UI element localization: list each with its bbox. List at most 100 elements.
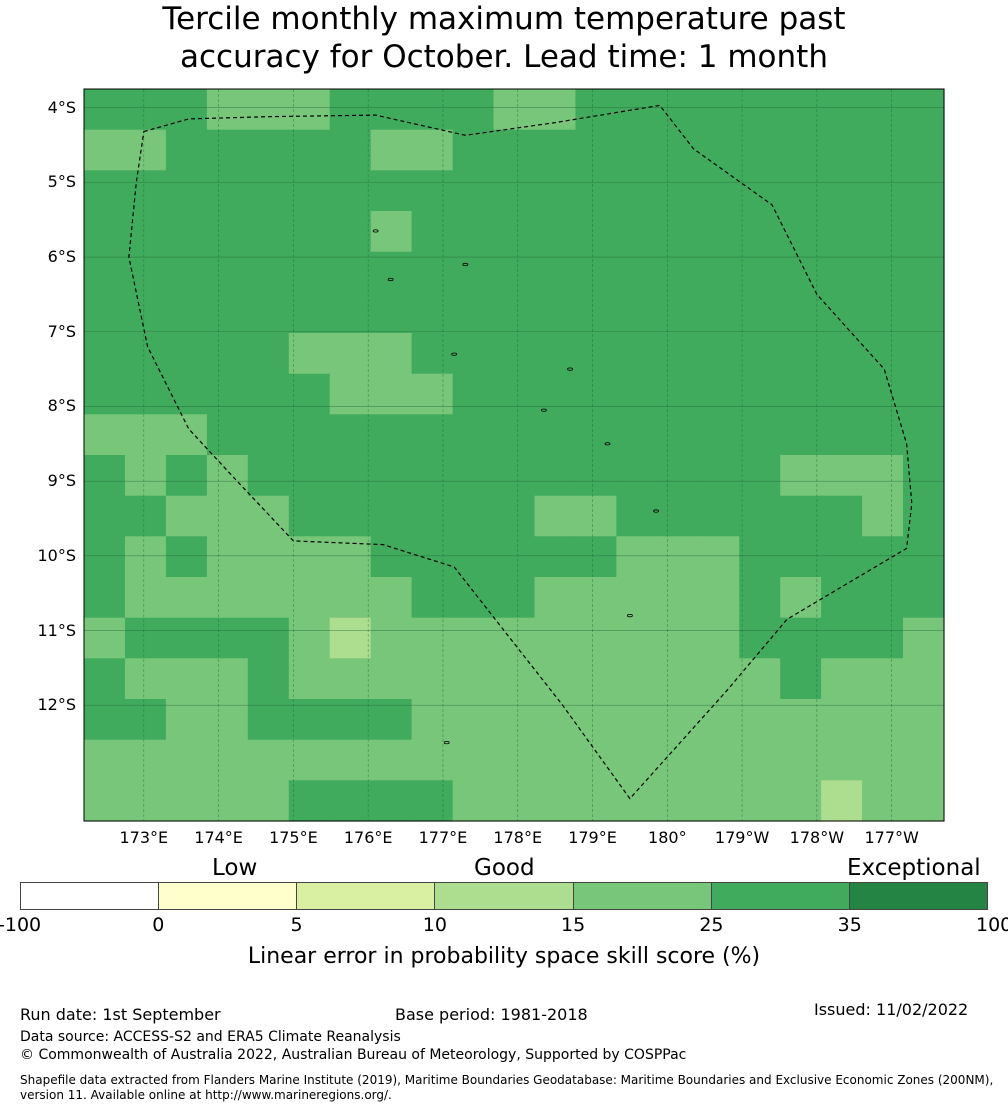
longitude-label: 179°E — [568, 828, 617, 847]
skill-cell — [862, 373, 904, 415]
skill-cell — [84, 333, 126, 375]
skill-cell — [165, 292, 208, 334]
skill-cell — [493, 495, 536, 537]
skill-cell — [616, 699, 658, 741]
skill-cell — [903, 577, 945, 619]
longitude-label: 180° — [648, 828, 687, 847]
skill-cell — [616, 292, 658, 334]
skill-cell — [657, 780, 699, 822]
skill-cell — [452, 455, 495, 497]
skill-cell — [903, 373, 945, 415]
latitude-label: 12°S — [37, 695, 76, 715]
skill-cell — [739, 414, 781, 456]
skill-cell — [125, 658, 167, 700]
island-outlines — [372, 229, 659, 745]
skill-cell — [780, 495, 822, 537]
skill-cell — [493, 536, 536, 578]
colorbar-label: Linear error in probability space skill … — [247, 944, 761, 969]
skill-cell — [862, 780, 904, 822]
skill-cell — [288, 739, 331, 781]
skill-cell — [206, 333, 249, 375]
skill-cell — [165, 617, 208, 659]
skill-cell — [575, 577, 617, 619]
skill-cell — [493, 699, 536, 741]
skill-cell — [739, 536, 781, 578]
latitude-label: 10°S — [37, 545, 76, 565]
skill-cell — [657, 251, 699, 293]
skill-cell — [616, 333, 658, 375]
skill-cell — [329, 251, 372, 293]
skill-cell — [493, 414, 536, 456]
skill-cell — [247, 617, 290, 659]
skill-cell — [370, 536, 413, 578]
skill-cell — [780, 455, 822, 497]
skill-cell — [575, 89, 617, 131]
skill-cell — [903, 658, 945, 700]
skill-cell — [821, 211, 863, 253]
skill-cell — [862, 89, 904, 131]
skill-cell — [165, 170, 208, 212]
skill-cell — [780, 170, 822, 212]
skill-cell — [206, 536, 249, 578]
latitude-label: 7°S — [47, 321, 76, 341]
skill-cell — [821, 414, 863, 456]
colorbar-segment — [849, 883, 987, 909]
skill-cell — [575, 780, 617, 822]
colorbar-segment — [573, 883, 712, 909]
colorbar-segment — [435, 883, 574, 909]
skill-cell — [411, 780, 454, 822]
skill-cell — [534, 292, 577, 334]
skill-cell — [698, 251, 740, 293]
skill-cell — [288, 455, 331, 497]
skill-cell — [534, 658, 577, 700]
skill-cell — [616, 170, 658, 212]
skill-cell — [862, 333, 904, 375]
skill-cell — [821, 617, 863, 659]
skill-cell — [411, 536, 454, 578]
skill-cell — [903, 89, 945, 131]
skill-cell — [903, 739, 945, 781]
skill-cell — [288, 292, 331, 334]
skill-cell — [329, 373, 372, 415]
skill-cell — [862, 129, 904, 171]
skill-cell — [575, 455, 617, 497]
skill-cell — [84, 617, 126, 659]
skill-cell — [206, 292, 249, 334]
skill-cell — [125, 780, 167, 822]
skill-cell — [165, 414, 208, 456]
skill-cell — [125, 455, 167, 497]
skill-cell — [698, 414, 740, 456]
skill-cell — [739, 617, 781, 659]
skill-cell — [575, 414, 617, 456]
latitude-label: 5°S — [47, 172, 76, 192]
skill-cell — [125, 699, 167, 741]
skill-cell — [206, 170, 249, 212]
skill-cell — [411, 129, 454, 171]
skill-cell — [903, 292, 945, 334]
skill-cell — [534, 699, 577, 741]
skill-cell — [165, 333, 208, 375]
skill-cell — [370, 495, 413, 537]
skill-cell — [84, 292, 126, 334]
skill-cell — [739, 333, 781, 375]
skill-cell — [657, 211, 699, 253]
skill-cell — [247, 89, 290, 131]
skill-cell — [370, 780, 413, 822]
skill-cell — [698, 780, 740, 822]
skill-cell — [616, 780, 658, 822]
skill-cell — [247, 780, 290, 822]
skill-cell — [534, 251, 577, 293]
skill-cell — [247, 251, 290, 293]
skill-cell — [329, 577, 372, 619]
skill-cell — [165, 658, 208, 700]
island — [653, 509, 659, 513]
skill-cell — [821, 292, 863, 334]
longitude-label: 179°W — [714, 828, 770, 847]
skill-cell — [288, 333, 331, 375]
colorbar-segment — [159, 883, 298, 909]
skill-cell — [739, 373, 781, 415]
skill-cell — [125, 211, 167, 253]
skill-cell — [616, 211, 658, 253]
skill-cell — [862, 414, 904, 456]
skill-cell — [657, 373, 699, 415]
